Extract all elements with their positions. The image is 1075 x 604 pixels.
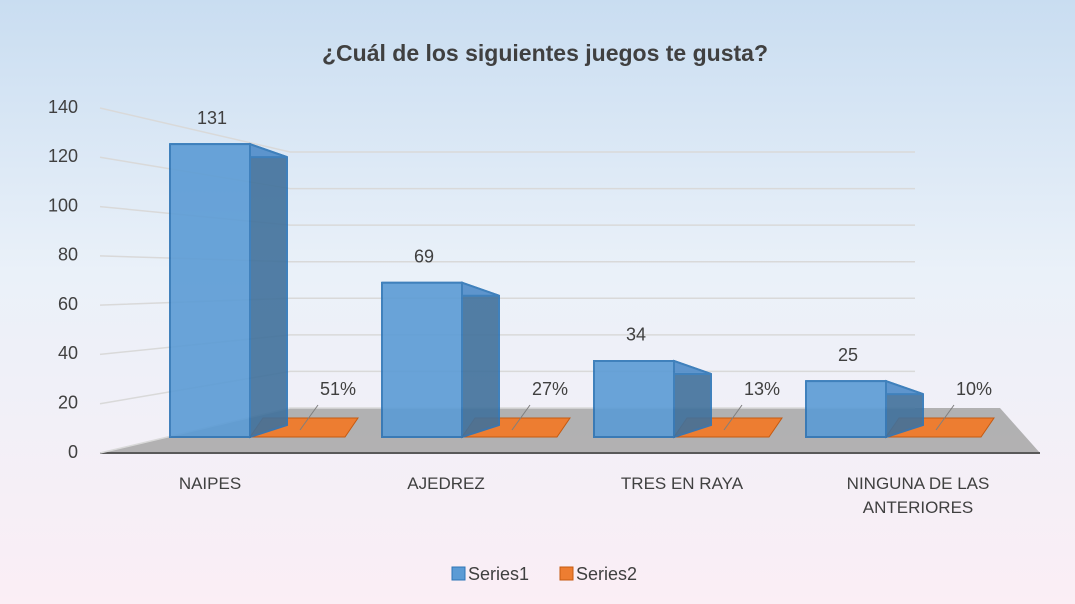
data-label: 69 (414, 246, 434, 266)
data-label: 131 (197, 108, 227, 128)
legend-label: Series1 (468, 564, 529, 584)
bar (169, 142, 288, 439)
grid-line (99, 297, 915, 306)
legend-label: Series2 (576, 564, 637, 584)
legend-swatch (559, 566, 574, 581)
y-tick-label: 140 (48, 97, 78, 117)
data-label: 27% (532, 379, 568, 399)
data-label: 13% (744, 379, 780, 399)
grid-line (99, 205, 915, 226)
data-label: 25 (838, 345, 858, 365)
y-tick-label: 40 (58, 343, 78, 363)
data-label: 51% (320, 379, 356, 399)
leader-line (935, 404, 955, 431)
leader-line (299, 404, 319, 431)
y-tick-label: 0 (68, 442, 78, 462)
y-tick-label: 60 (58, 294, 78, 314)
grid-line (99, 156, 915, 190)
x-tick-label: NAIPES (178, 474, 242, 493)
bar (593, 359, 712, 439)
leader-line (511, 404, 531, 431)
chart-title: ¿Cuál de los siguientes juegos te gusta? (322, 40, 768, 66)
y-tick-label: 100 (48, 195, 78, 215)
grid-line (99, 107, 915, 153)
bar (381, 281, 500, 439)
y-tick-label: 20 (58, 392, 78, 412)
leader-line (723, 404, 743, 431)
grid-line (99, 334, 915, 356)
x-tick-label: TRES EN RAYA (620, 474, 744, 493)
legend-swatch (451, 566, 466, 581)
grid-line (99, 255, 915, 263)
bar (805, 379, 924, 439)
data-label: 10% (956, 379, 992, 399)
x-tick-label: NINGUNA DE LAS ANTERIORES (846, 474, 990, 517)
data-label: 34 (626, 325, 646, 345)
x-tick-label: AJEDREZ (407, 474, 485, 493)
y-tick-label: 80 (58, 245, 78, 265)
y-tick-label: 120 (48, 146, 78, 166)
